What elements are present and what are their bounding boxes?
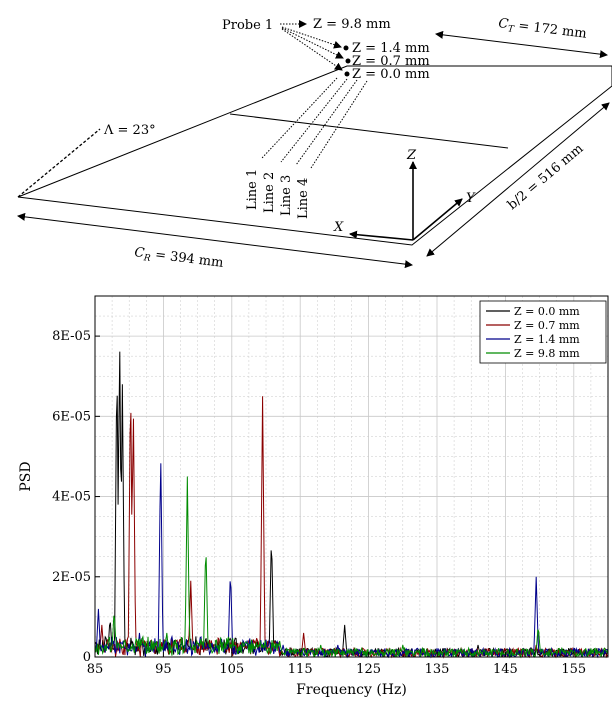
y-tick-label: 6E-05 xyxy=(52,409,91,424)
legend-label: Z = 9.8 mm xyxy=(514,347,580,360)
z-label-00: Z = 0.0 mm xyxy=(352,67,430,82)
wing-mid-line xyxy=(229,113,509,149)
chart-legend: Z = 0.0 mmZ = 0.7 mmZ = 1.4 mmZ = 9.8 mm xyxy=(479,300,607,364)
x-tick-label: 155 xyxy=(561,662,586,677)
line-label-4: Line 4 xyxy=(296,178,311,219)
cr-dimension-arrow xyxy=(17,212,413,269)
probe-dot-z14 xyxy=(343,45,349,51)
probe-arrow-z14 xyxy=(281,26,342,49)
measurement-line-3 xyxy=(295,79,358,166)
span-label: b/2 = 516 mm xyxy=(505,141,586,213)
chart-ticks: 85 95 105 115 125 135 145 155 0 2E-05 4E-05 6E-05 8E… xyxy=(52,329,586,677)
probe-arrow-z07 xyxy=(281,27,344,59)
measurement-line-2 xyxy=(280,78,348,163)
sweep-label: Λ = 23° xyxy=(103,123,156,138)
span-dimension-arrow xyxy=(426,102,610,257)
line-label-1: Line 1 xyxy=(245,169,260,210)
x-tick-label: 85 xyxy=(87,662,104,677)
y-tick-label: 2E-05 xyxy=(52,570,91,585)
axis-y-arrow xyxy=(412,198,463,241)
legend-label: Z = 1.4 mm xyxy=(514,333,580,346)
x-tick-label: 125 xyxy=(356,662,381,677)
x-tick-label: 145 xyxy=(493,662,518,677)
wing-planform-outline xyxy=(17,65,612,246)
line-label-2: Line 2 xyxy=(262,172,277,213)
cr-label: CR = 394 mm xyxy=(133,245,224,273)
plot-frame xyxy=(94,295,609,658)
probe-dot-z00 xyxy=(344,71,350,77)
y-tick-label: 0 xyxy=(83,650,91,665)
wing-schematic: Λ = 23° Probe 1 Z = 9.8 mm Z = 1.4 mm Z … xyxy=(17,16,612,273)
ct-label: CT = 172 mm xyxy=(497,16,587,44)
y-tick-label: 8E-05 xyxy=(52,329,91,344)
x-axis-title: Frequency (Hz) xyxy=(296,682,407,698)
sweep-dashed-line xyxy=(17,128,101,198)
probe-dot-z07 xyxy=(345,58,351,64)
z-label-07: Z = 0.7 mm xyxy=(352,54,430,69)
x-tick-label: 95 xyxy=(155,662,172,677)
y-axis-title: PSD xyxy=(18,461,34,491)
legend-label: Z = 0.0 mm xyxy=(514,305,580,318)
x-tick-label: 135 xyxy=(425,662,450,677)
ct-dimension-arrow xyxy=(435,30,608,59)
series-line-3 xyxy=(94,476,609,659)
z-label-98: Z = 9.8 mm xyxy=(313,17,391,32)
probe-arrow-z00 xyxy=(281,28,343,71)
x-tick-label: 115 xyxy=(288,662,313,677)
psd-chart: 85 95 105 115 125 135 145 155 0 2E-05 4E-05 6E-05 8E… xyxy=(18,295,609,698)
y-tick-label: 4E-05 xyxy=(52,490,91,505)
x-tick-label: 105 xyxy=(219,662,244,677)
probe-label: Probe 1 xyxy=(222,18,273,33)
measurement-line-1 xyxy=(261,77,338,159)
line-label-3: Line 3 xyxy=(279,175,294,216)
axis-z-label: Z xyxy=(406,148,417,163)
axis-y-label: Y xyxy=(466,191,476,206)
z-label-14: Z = 1.4 mm xyxy=(352,41,430,56)
legend-label: Z = 0.7 mm xyxy=(514,319,580,332)
measurement-line-4 xyxy=(310,80,368,169)
axis-x-label: X xyxy=(333,220,344,235)
